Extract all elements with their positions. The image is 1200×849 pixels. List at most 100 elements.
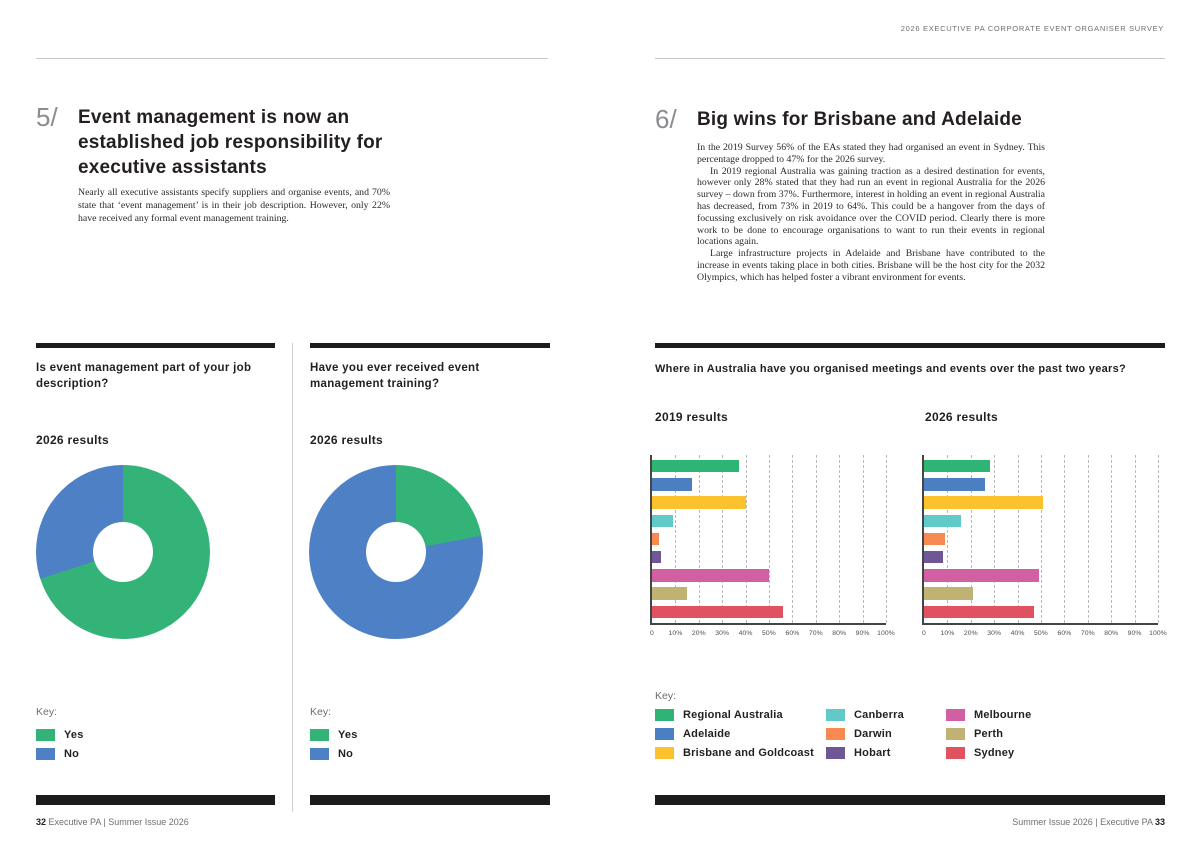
top-rule-left-page xyxy=(36,58,548,59)
legend-swatch xyxy=(36,748,55,760)
chart-bottom-bar xyxy=(310,795,550,805)
gridline xyxy=(1158,455,1159,623)
gridline xyxy=(722,455,724,623)
chart-question-locations: Where in Australia have you organised me… xyxy=(655,363,1127,375)
chart-question-job-description: Is event management part of your job des… xyxy=(36,362,252,390)
donut-chart-job-description xyxy=(36,465,210,639)
legend-swatch xyxy=(655,747,674,759)
x-tick: 70% xyxy=(1080,630,1095,637)
running-header: 2026 EXECUTIVE PA CORPORATE EVENT ORGANI… xyxy=(900,24,1164,33)
chart-top-bar xyxy=(655,343,1165,348)
gridline xyxy=(839,455,841,623)
page-number: 32 xyxy=(36,817,47,827)
chart-bottom-bar xyxy=(36,795,275,805)
article-title-right: Big wins for Brisbane and Adelaide xyxy=(697,109,1022,130)
legend-label: No xyxy=(64,748,80,760)
page-number: 33 xyxy=(1154,817,1165,827)
legend-item: Sydney xyxy=(946,747,1031,759)
column-divider xyxy=(292,343,293,812)
donut-chart-training xyxy=(309,465,483,639)
bar-canberra xyxy=(924,514,962,528)
bar-canberra xyxy=(652,514,674,528)
legend-label: Regional Australia xyxy=(683,709,783,721)
bar-brisbane-and-goldcoast xyxy=(924,496,1044,509)
legend-cities-col-3: Melbourne Perth Sydney xyxy=(946,709,1031,766)
x-tick: 30% xyxy=(715,630,730,637)
legend-swatch xyxy=(36,729,55,741)
chart-top-bar xyxy=(310,343,550,348)
section-number-6: 6/ xyxy=(655,104,677,134)
legend-cities-col-1: Regional Australia Adelaide Brisbane and G… xyxy=(655,709,814,766)
gridline xyxy=(970,455,972,623)
x-tick: 10% xyxy=(668,630,683,637)
bar-adelaide xyxy=(652,478,692,491)
x-tick: 100% xyxy=(1149,630,1167,637)
bar-brisbane-and-goldcoast xyxy=(652,496,746,509)
x-tick: 10% xyxy=(940,630,955,637)
legend-cities-col-2: Canberra Darwin Hobart xyxy=(826,709,904,766)
legend-label: Melbourne xyxy=(974,709,1032,721)
bar-chart-2019-results xyxy=(650,455,887,625)
legend-label: Sydney xyxy=(974,747,1015,759)
footer-issue-text: Summer Issue 2026 | Executive PA xyxy=(1012,817,1153,827)
gridline xyxy=(1064,455,1066,623)
results-label-2026: 2026 results xyxy=(310,433,383,447)
x-tick: 60% xyxy=(785,630,800,637)
bar-rows xyxy=(924,455,1158,623)
gridline xyxy=(1111,455,1113,623)
legend-label: Adelaide xyxy=(683,728,731,740)
bar-perth xyxy=(652,587,688,600)
legend-item: No xyxy=(36,748,84,760)
legend-item: Yes xyxy=(310,729,358,741)
key-label: Key: xyxy=(36,706,58,718)
legend-item: Brisbane and Goldcoast xyxy=(655,747,814,759)
bar-perth xyxy=(924,587,974,600)
legend-swatch xyxy=(946,709,965,721)
donut-hole xyxy=(366,522,426,582)
gridline xyxy=(815,455,817,623)
legend-item: Adelaide xyxy=(655,728,814,740)
top-rule-right-page xyxy=(655,58,1165,59)
footer-issue-text: Executive PA | Summer Issue 2026 xyxy=(48,817,189,827)
gridline xyxy=(886,455,887,623)
footer-left-page: 32 Executive PA | Summer Issue 2026 xyxy=(36,817,189,827)
donut-hole xyxy=(93,522,153,582)
article-body-left: Nearly all executive assistants specify … xyxy=(78,186,390,225)
legend-swatch xyxy=(946,747,965,759)
legend-swatch xyxy=(310,748,329,760)
legend-item: Darwin xyxy=(826,728,904,740)
x-axis-ticks-2026: 0 10% 20% 30% 40% 50% 60% 70% 80% 90% 100% xyxy=(922,630,1167,640)
results-label-2019: 2019 results xyxy=(655,410,728,424)
results-label-2026: 2026 results xyxy=(36,433,109,447)
x-tick: 30% xyxy=(987,630,1002,637)
legend-label: Brisbane and Goldcoast xyxy=(683,747,814,759)
bar-melbourne xyxy=(652,569,769,582)
x-tick: 40% xyxy=(738,630,753,637)
footer-right-page: Summer Issue 2026 | Executive PA 33 xyxy=(1012,817,1165,827)
legend-label: Hobart xyxy=(854,747,891,759)
bar-regional-australia xyxy=(652,459,739,473)
results-label-2026: 2026 results xyxy=(925,410,998,424)
bar-hobart xyxy=(652,550,662,564)
x-tick: 0 xyxy=(650,630,654,637)
bar-adelaide xyxy=(924,478,985,491)
legend-swatch xyxy=(310,729,329,741)
gridline xyxy=(698,455,700,623)
gridline xyxy=(1134,455,1136,623)
gridline xyxy=(862,455,864,623)
legend-yes-no: Yes No xyxy=(36,729,84,767)
chart-bottom-bar xyxy=(655,795,1165,805)
x-axis-ticks-2019: 0 10% 20% 30% 40% 50% 60% 70% 80% 90% 100% xyxy=(650,630,895,640)
chart-top-bar xyxy=(36,343,275,348)
bar-rows xyxy=(652,455,886,623)
legend-label: Yes xyxy=(64,729,84,741)
legend-item: Yes xyxy=(36,729,84,741)
gridline xyxy=(769,455,770,623)
legend-item: Melbourne xyxy=(946,709,1031,721)
legend-item: Canberra xyxy=(826,709,904,721)
legend-swatch xyxy=(655,728,674,740)
section-number-5: 5/ xyxy=(36,102,58,132)
x-tick: 0 xyxy=(922,630,926,637)
legend-item: Regional Australia xyxy=(655,709,814,721)
